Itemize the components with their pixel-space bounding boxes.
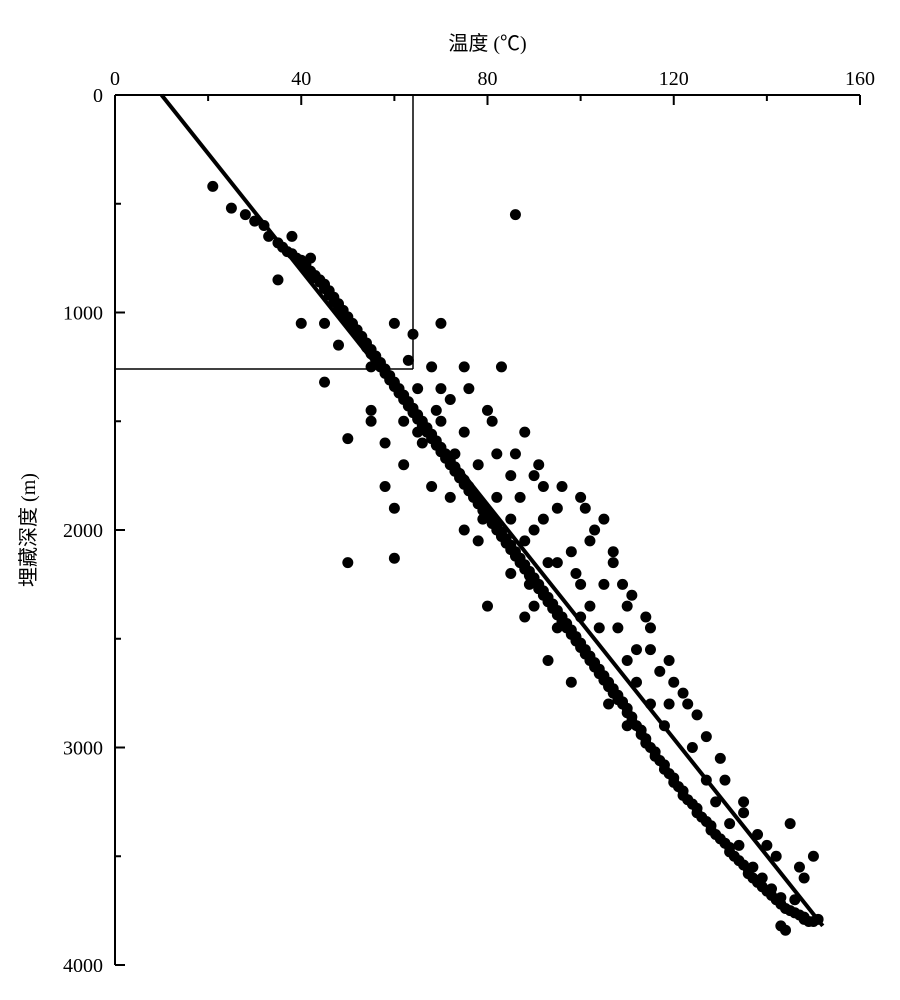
y-tick-label: 4000 — [63, 955, 103, 977]
chart-page: 0 40 80 120 160 0 1000 2000 3000 4000 温度 (℃) 埋藏深度 (… — [0, 0, 900, 1000]
x-tick-label: 120 — [659, 68, 689, 90]
x-tick-label: 80 — [478, 68, 498, 90]
y-tick-label: 2000 — [63, 520, 103, 542]
x-tick-label: 0 — [110, 68, 120, 90]
x-tick-label: 40 — [291, 68, 311, 90]
y-tick-label: 3000 — [63, 738, 103, 760]
x-tick-label: 160 — [845, 68, 875, 90]
y-tick-label: 1000 — [63, 303, 103, 325]
y-axis-label: 埋藏深度 (m) — [17, 473, 40, 587]
scatter-chart: 0 40 80 120 160 0 1000 2000 3000 4000 温度 (℃) 埋藏深度 (… — [0, 0, 900, 1000]
x-axis-label: 温度 (℃) — [448, 32, 526, 55]
y-tick-label: 0 — [93, 85, 103, 107]
